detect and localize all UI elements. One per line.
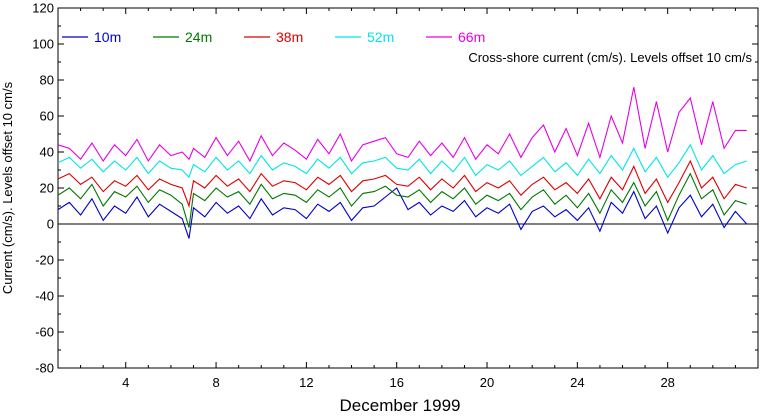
legend-label-10m: 10m — [94, 29, 121, 45]
series-line-10m — [57, 187, 748, 239]
series-line-38m — [57, 159, 747, 209]
y-tick-label: 0 — [47, 217, 54, 232]
x-tick-label: 28 — [660, 375, 674, 390]
y-tick-label: -60 — [35, 325, 54, 340]
y-tick-label: 100 — [32, 37, 54, 52]
x-axis-label: December 1999 — [340, 396, 461, 414]
x-tick-label: 24 — [570, 375, 584, 390]
y-tick-label: -40 — [35, 289, 54, 304]
x-tick-label: 4 — [122, 375, 129, 390]
legend: 10m 24m 38m 52m 66m — [62, 29, 485, 45]
legend-label-52m: 52m — [367, 29, 394, 45]
x-axis-ticks: 4 8 12 16 20 24 28 — [57, 8, 759, 390]
y-tick-label: 80 — [40, 73, 54, 88]
y-tick-label: -80 — [35, 361, 54, 376]
y-tick-label: -20 — [35, 253, 54, 268]
series-line-52m — [57, 143, 747, 179]
legend-label-66m: 66m — [458, 29, 485, 45]
y-axis-label: Current (cm/s). Levels offset 10 cm/s — [0, 81, 15, 294]
series-line-66m — [57, 87, 747, 163]
y-tick-label: 120 — [32, 1, 54, 16]
x-tick-label: 8 — [212, 375, 219, 390]
series-line-24m — [57, 172, 747, 228]
y-tick-label: 60 — [40, 109, 54, 124]
y-tick-label: 40 — [40, 145, 54, 160]
x-tick-label: 12 — [299, 375, 313, 390]
x-tick-label: 20 — [480, 375, 494, 390]
x-tick-label: 16 — [389, 375, 403, 390]
y-axis-ticks: -80 -60 -40 -20 0 20 40 60 80 100 120 — [32, 1, 758, 376]
series-layer — [57, 87, 748, 239]
legend-label-24m: 24m — [185, 29, 212, 45]
chart-annotation: Cross-shore current (cm/s). Levels offse… — [468, 50, 752, 65]
y-tick-label: 20 — [40, 181, 54, 196]
legend-label-38m: 38m — [276, 29, 303, 45]
